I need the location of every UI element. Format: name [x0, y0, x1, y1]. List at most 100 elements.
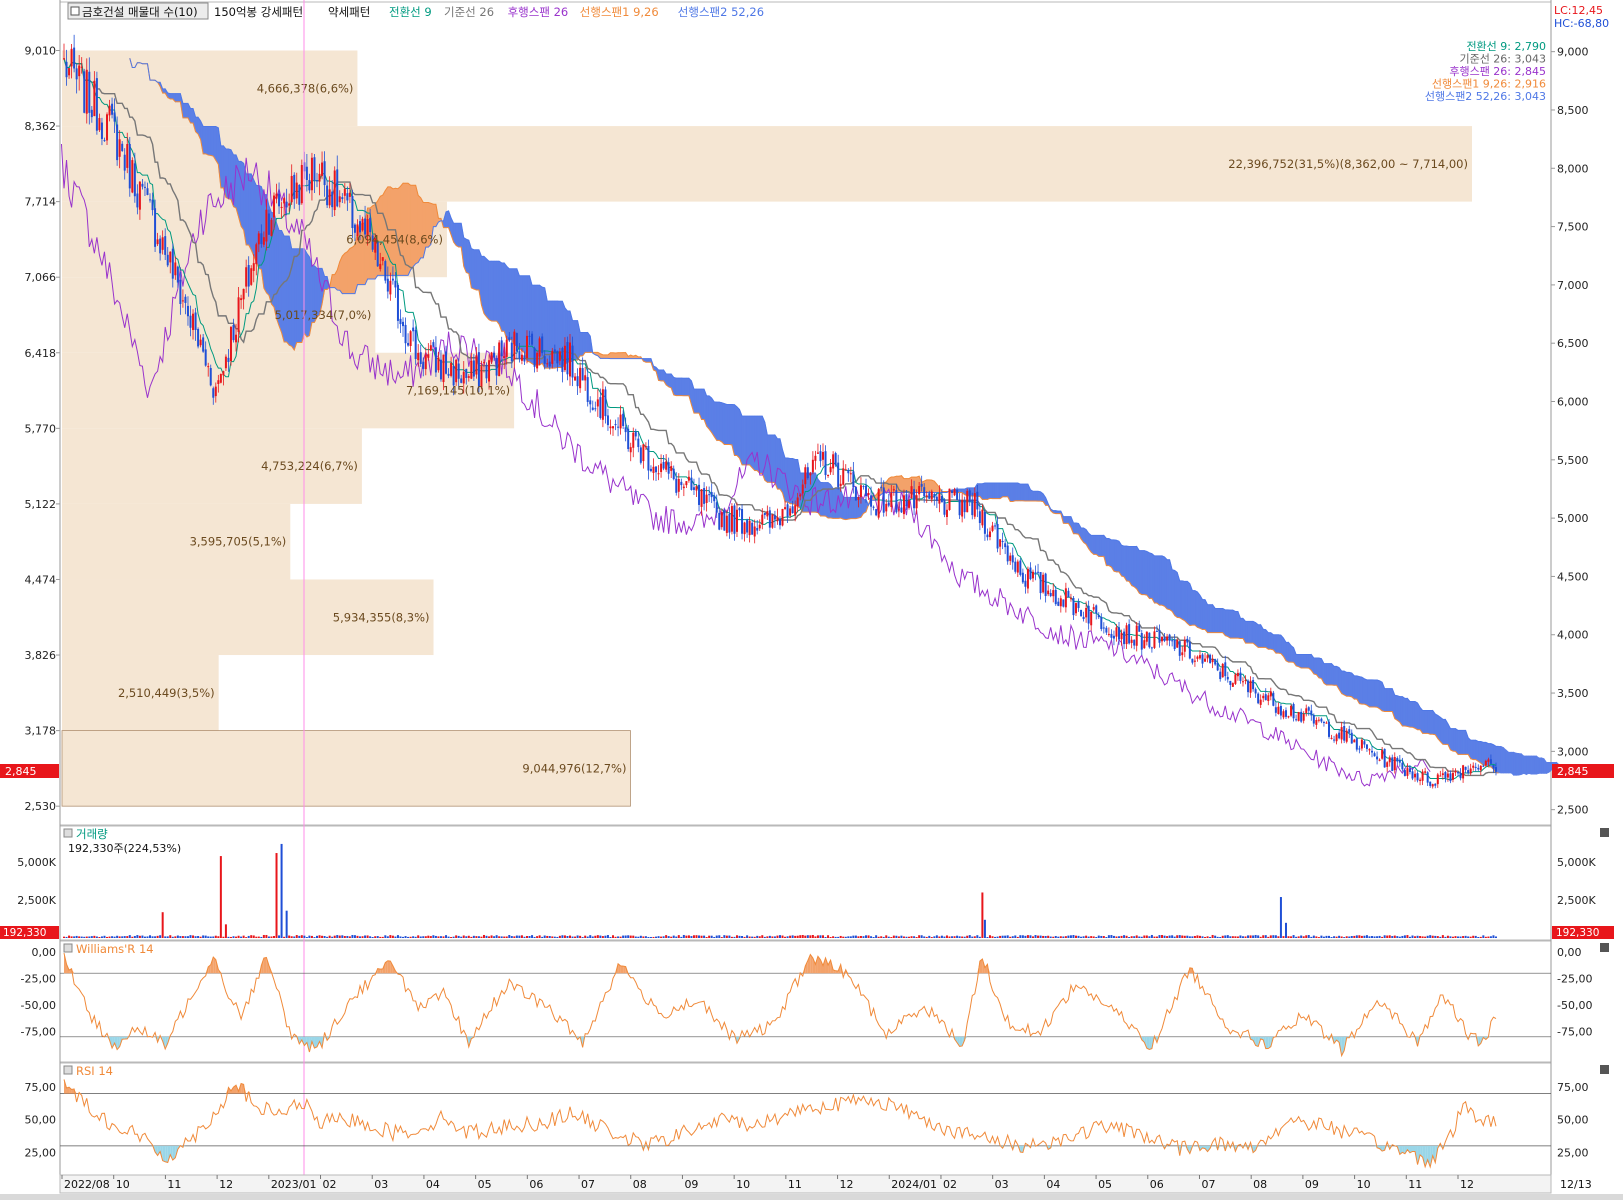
legend-item[interactable]: 전환선 9 [389, 5, 432, 19]
cloud-segment [610, 352, 614, 359]
volume-bar [1307, 935, 1310, 938]
volume-bar [1135, 935, 1138, 938]
candle-body [875, 509, 878, 516]
cloud-segment [1025, 483, 1029, 502]
candle-body [672, 468, 675, 480]
legend-item[interactable]: 후행스팬 26 [508, 5, 569, 19]
osc-overbought-fill [623, 966, 626, 974]
candle-body [1186, 638, 1189, 643]
volume-bar [217, 936, 220, 938]
volume-bar [1262, 935, 1265, 938]
cloud-segment [706, 395, 710, 430]
cloud-segment [1179, 580, 1183, 620]
volume-bar [533, 936, 536, 938]
volume-bar [923, 936, 926, 938]
rsi-panel-close-button[interactable] [1600, 1065, 1609, 1074]
candle-body [1408, 768, 1411, 773]
cloud-segment [1181, 580, 1186, 622]
rsi-title-icon[interactable] [63, 1065, 73, 1075]
candle-body [1441, 773, 1444, 776]
legend-item[interactable]: 선행스팬1 9,26 [580, 5, 659, 19]
candle-body [202, 337, 205, 352]
volume-bar [348, 936, 351, 938]
pattern-label-2[interactable]: 약세패턴 [328, 5, 370, 19]
x-tick-label: 04 [1046, 1178, 1060, 1191]
current-price-badge-right [1552, 764, 1614, 778]
osc-overbought-fill [64, 953, 67, 974]
candle-body [1279, 706, 1282, 716]
senkou-span-b [129, 58, 1499, 747]
scrollbar[interactable] [0, 1194, 1623, 1200]
volume-bar [677, 935, 680, 938]
volume-bar [584, 935, 587, 938]
volume-bar [495, 935, 498, 938]
candle-body [381, 257, 384, 261]
candle-body [429, 345, 432, 351]
volume-title-icon[interactable] [63, 828, 73, 838]
volume-bar [854, 935, 857, 938]
volume-bar [108, 936, 111, 938]
candle-body [513, 331, 516, 360]
volume-bar [126, 936, 129, 938]
x-tick-label: 12 [1460, 1178, 1474, 1191]
osc-oversold-fill [162, 1145, 166, 1162]
pattern-label[interactable]: 150억봉 강세패턴 [214, 5, 303, 19]
right-tick-label: 3,000 [1557, 745, 1589, 758]
volume-bar [763, 936, 766, 938]
wr-panel-close-button[interactable] [1600, 943, 1609, 952]
volume-bar [660, 936, 663, 938]
volume-bar [1403, 935, 1406, 938]
volume-bar [288, 935, 291, 938]
cloud-segment [296, 248, 300, 343]
candle-body [113, 112, 116, 122]
candle-body [267, 213, 270, 235]
volume-bar [1204, 936, 1207, 938]
volume-bar [1140, 936, 1143, 938]
candle-body [1489, 759, 1492, 764]
candle-body [164, 236, 167, 255]
volume-bar [194, 936, 197, 938]
candle-body [151, 199, 154, 211]
candle-body [396, 284, 399, 321]
volume-bar [68, 935, 71, 938]
candle-body [1474, 766, 1477, 768]
volume-bar [655, 936, 658, 938]
cloud-segment [686, 377, 690, 397]
volume-bar [657, 936, 660, 938]
volume-bar [1312, 935, 1315, 938]
stock-name-box[interactable] [67, 2, 209, 20]
volume-bar [227, 936, 230, 938]
volume-bar [768, 935, 771, 938]
volume-bar [313, 937, 316, 938]
cloud-segment [1462, 730, 1466, 755]
candle-body [880, 486, 883, 488]
volume-bar [528, 936, 531, 938]
volume-bar [1371, 936, 1374, 938]
legend-item[interactable]: 선행스팬2 52,26 [678, 5, 764, 19]
volume-bar [872, 937, 875, 938]
volume-bar [513, 936, 516, 938]
cloud-segment [220, 145, 224, 189]
candle-body [338, 196, 341, 203]
legend-item[interactable]: 기준선 26 [444, 5, 494, 19]
osc-oversold-fill [317, 1036, 320, 1047]
cloud-segment [1257, 624, 1261, 648]
wr-title-icon[interactable] [63, 943, 73, 953]
candle-body [751, 522, 754, 535]
checkbox-icon[interactable] [70, 6, 80, 16]
wr-tick-right: -50,00 [1557, 999, 1592, 1012]
cloud-segment [496, 260, 500, 326]
volume-panel-close-button[interactable] [1600, 828, 1609, 837]
candle-body [1216, 663, 1219, 671]
candle-body [88, 71, 91, 113]
candle-body [938, 493, 941, 504]
candle-body [778, 518, 781, 526]
volume-bar [561, 935, 564, 938]
volume-bar [111, 936, 114, 938]
candle-body [1328, 721, 1330, 737]
volume-profile-label: 5,934,355(8,3%) [333, 610, 430, 624]
osc-oversold-fill [1407, 1145, 1410, 1153]
volume-bar [1444, 936, 1447, 938]
volume-bar [65, 936, 68, 938]
